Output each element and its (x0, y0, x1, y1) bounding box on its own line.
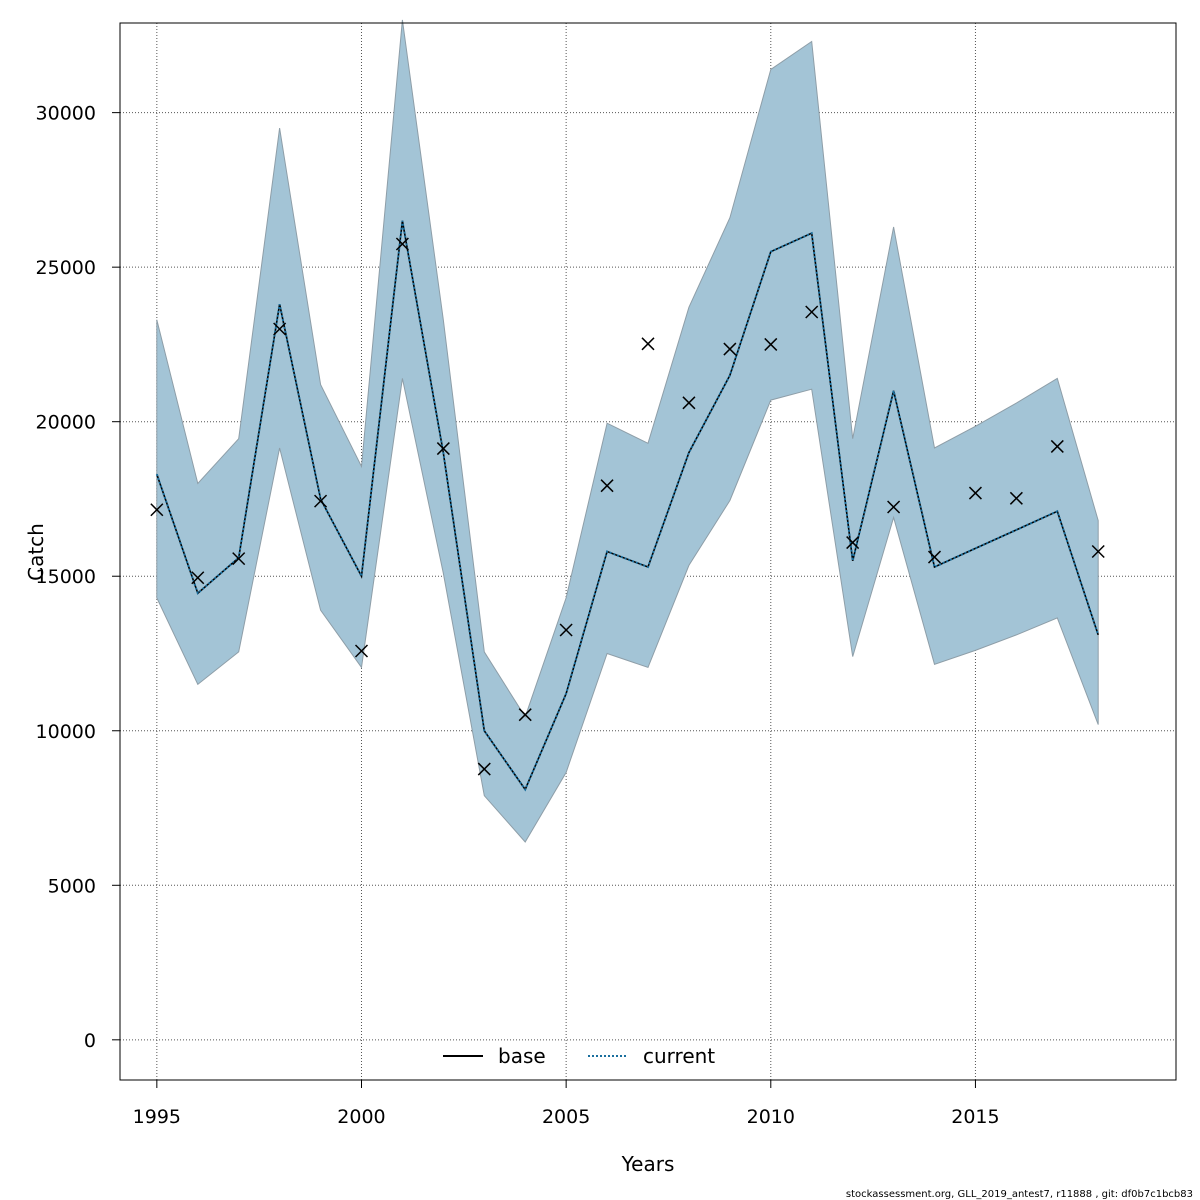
observed-point-stroke-b (559, 623, 573, 637)
y-tick-label-5000: 5000 (48, 875, 96, 897)
observed-point-2016 (1009, 491, 1023, 505)
x-tick-label-2005: 2005 (542, 1106, 590, 1128)
y-tick-label-25000: 25000 (36, 257, 96, 279)
observed-point-stroke-b (232, 552, 246, 566)
x-tick-label-2015: 2015 (951, 1106, 999, 1128)
legend-label-current: current (643, 1044, 715, 1068)
x-tick-label-1995: 1995 (133, 1106, 181, 1128)
observed-point-stroke-b (682, 396, 696, 410)
observed-point-stroke-b (846, 536, 860, 550)
observed-point-stroke-b (436, 442, 450, 456)
observed-point-2017 (1050, 439, 1064, 453)
x-axis-title: Years (621, 1152, 675, 1176)
x-tick-label-2000: 2000 (337, 1106, 385, 1128)
observed-point-2000 (354, 644, 369, 658)
observed-point-stroke-b (191, 571, 205, 585)
observed-point-stroke-b (927, 550, 942, 564)
observed-point-2010 (764, 337, 778, 351)
observed-point-stroke-b (600, 479, 614, 493)
y-tick-label-20000: 20000 (36, 412, 96, 434)
series-line-base (156, 220, 1099, 792)
observed-point-2015 (968, 486, 982, 500)
observed-point-stroke-b (968, 486, 982, 500)
observed-point-stroke-b (1050, 439, 1064, 453)
confidence-band (156, 19, 1099, 843)
x-axis: 1995 2000 2005 2010 2015 (133, 1079, 1000, 1128)
observed-point-stroke-b (354, 644, 369, 658)
y-tick-label-15000: 15000 (36, 566, 96, 588)
observed-point-stroke-b (273, 322, 287, 336)
y-axis: 0 5000 10000 15000 20000 25000 30000 (36, 103, 121, 1052)
observed-point-stroke-b (641, 337, 655, 351)
observed-point-1996 (191, 571, 205, 585)
observed-point-2006 (600, 479, 614, 493)
observed-point-2009 (723, 342, 737, 356)
observed-point-1997 (232, 552, 246, 566)
observed-point-2005 (559, 623, 573, 637)
legend: base current (443, 1044, 715, 1068)
observed-point-stroke-b (805, 305, 819, 319)
y-tick-label-0: 0 (84, 1030, 96, 1052)
observed-point-stroke-b (723, 342, 737, 356)
observed-point-2013 (887, 500, 901, 514)
observed-point-2018 (1091, 544, 1105, 559)
observed-point-2008 (682, 396, 696, 410)
legend-label-base: base (498, 1044, 546, 1068)
x-tick-label-2010: 2010 (747, 1106, 795, 1128)
observed-points-layer (150, 237, 1105, 776)
observed-point-stroke-b (395, 237, 409, 251)
series-lines-layer (155, 220, 1100, 792)
observed-point-stroke-b (1009, 491, 1023, 505)
observed-point-stroke-b (764, 337, 778, 351)
observed-point-2004 (518, 708, 532, 722)
observed-point-stroke-b (477, 762, 491, 776)
y-axis-title: Catch (24, 523, 48, 581)
observed-point-stroke-b (518, 708, 532, 722)
observed-point-stroke-b (1091, 544, 1105, 559)
observed-point-2001 (395, 237, 409, 251)
observed-point-stroke-b (314, 494, 328, 508)
footer-credit: stockassessment.org, GLL_2019_antest7, r… (846, 1189, 1193, 1200)
observed-point-2003 (477, 762, 491, 776)
y-tick-label-30000: 30000 (36, 103, 96, 125)
observed-point-2012 (846, 536, 860, 550)
observed-point-2002 (436, 442, 450, 456)
y-tick-label-10000: 10000 (36, 721, 96, 743)
observed-point-1995 (150, 503, 164, 517)
observed-point-2014 (927, 550, 942, 564)
observed-point-1999 (314, 494, 328, 508)
observed-point-stroke-b (887, 500, 901, 514)
confidence-band-layer (156, 19, 1099, 843)
observed-point-2011 (805, 305, 819, 319)
observed-point-1998 (273, 322, 287, 336)
observed-point-2007 (641, 337, 655, 351)
observed-point-stroke-b (150, 503, 164, 517)
